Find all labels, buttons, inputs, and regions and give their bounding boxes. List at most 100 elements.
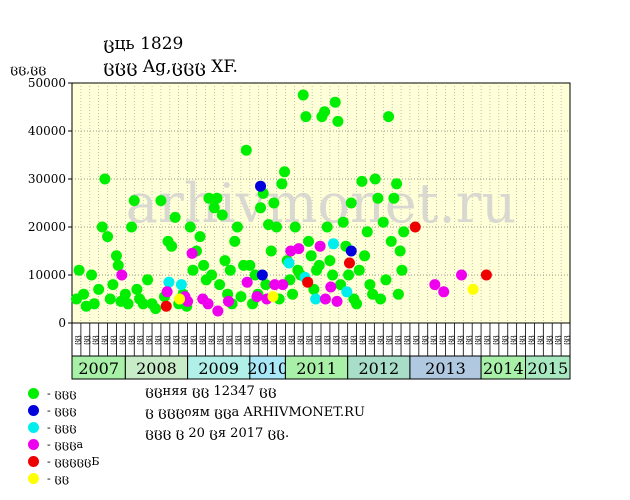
- year-label: 2010: [247, 359, 288, 378]
- year-band-2015: [525, 355, 571, 380]
- month-label: ცც: [366, 335, 375, 345]
- data-point-cyan: [175, 279, 187, 291]
- data-point-green: [219, 255, 231, 267]
- data-point-green: [359, 250, 371, 262]
- data-point-green: [240, 144, 252, 156]
- data-point-red: [160, 300, 172, 312]
- data-point-green: [377, 216, 389, 228]
- year-label: 2011: [296, 359, 337, 378]
- data-point-cyan: [163, 276, 175, 288]
- data-point-green: [131, 283, 143, 295]
- legend-label: - ცცც: [47, 421, 77, 434]
- data-point-magenta: [241, 276, 253, 288]
- data-point-yellow: [174, 293, 186, 305]
- data-point-green: [353, 264, 365, 276]
- data-point-green: [351, 298, 363, 310]
- data-point-red: [302, 276, 314, 288]
- data-point-green: [332, 115, 344, 127]
- data-point-green: [343, 269, 355, 281]
- data-point-green: [289, 221, 301, 233]
- data-point-green: [361, 226, 373, 238]
- data-point-green: [364, 279, 376, 291]
- data-point-red: [343, 257, 355, 269]
- data-point-green: [265, 245, 277, 257]
- data-point-green: [194, 231, 206, 243]
- month-label: ცც: [206, 335, 215, 345]
- month-label: ცც: [428, 335, 437, 345]
- data-point-green: [119, 288, 131, 300]
- month-label: ცც: [526, 335, 535, 345]
- month-label: ცც: [393, 335, 402, 345]
- year-label: 2014: [483, 359, 524, 378]
- legend-item-green: - ცცც: [28, 385, 99, 402]
- month-label: ცც: [99, 335, 108, 345]
- data-point-magenta: [319, 293, 331, 305]
- data-point-green: [206, 269, 218, 281]
- month-label: ცც: [562, 335, 571, 345]
- data-point-green: [104, 293, 116, 305]
- data-point-green: [345, 197, 357, 209]
- legend-label: - ცცცa: [47, 438, 84, 451]
- legend-item-cyan: - ცცც: [28, 419, 99, 436]
- data-point-green: [112, 259, 124, 271]
- legend-marker-cyan: [28, 422, 39, 433]
- y-axis-unit-label: ცც,ცც: [10, 62, 47, 76]
- year-label: 2015: [527, 359, 568, 378]
- month-label: ცც: [482, 335, 491, 345]
- data-point-green: [396, 264, 408, 276]
- data-point-green: [297, 89, 309, 101]
- month-label: ცც: [321, 335, 330, 345]
- year-label: 2013: [425, 359, 466, 378]
- data-point-cyan: [283, 257, 295, 269]
- data-point-magenta: [251, 291, 263, 303]
- data-point-green: [187, 264, 199, 276]
- data-point-green: [211, 192, 223, 204]
- data-point-green: [88, 298, 100, 310]
- month-label: ცც: [375, 335, 384, 345]
- data-point-red: [409, 221, 421, 233]
- year-label: 2007: [78, 359, 119, 378]
- data-point-green: [150, 303, 162, 315]
- note-date: ცცც ც 20 ცя 2017 ცც.: [145, 426, 290, 441]
- legend-label: - ცცცცცБ: [47, 455, 100, 468]
- legend-item-magenta: - ცცცa: [28, 436, 99, 453]
- month-label: ცც: [250, 335, 259, 345]
- legend-label: - ცცც: [47, 404, 77, 417]
- data-point-green: [398, 226, 410, 238]
- data-point-green: [279, 166, 291, 178]
- data-point-green: [380, 274, 392, 286]
- month-label: ცც: [401, 335, 410, 345]
- month-label: ცც: [259, 335, 268, 345]
- month-label: ცც: [295, 335, 304, 345]
- data-point-green: [126, 221, 138, 233]
- data-point-green: [93, 283, 105, 295]
- data-point-green: [102, 231, 114, 243]
- data-point-magenta: [161, 286, 173, 298]
- month-label: ცც: [286, 335, 295, 345]
- y-tick-label: 30000: [28, 172, 66, 186]
- month-label: ცც: [277, 335, 286, 345]
- month-label: ცც: [419, 335, 428, 345]
- data-point-magenta: [116, 269, 128, 281]
- month-label: ცც: [553, 335, 562, 345]
- data-point-green: [198, 259, 210, 271]
- data-point-blue: [255, 180, 267, 192]
- month-label: ცც: [330, 335, 339, 345]
- data-point-green: [329, 96, 341, 108]
- month-label: ცც: [410, 335, 419, 345]
- legend-item-red: - ცცცცცБ: [28, 453, 99, 470]
- data-point-green: [271, 221, 283, 233]
- year-label: 2008: [136, 359, 177, 378]
- month-label: ცც: [384, 335, 393, 345]
- month-label: ცც: [508, 335, 517, 345]
- data-point-magenta: [331, 295, 343, 307]
- data-point-green: [388, 192, 400, 204]
- data-point-green: [268, 197, 280, 209]
- month-label: ცც: [215, 335, 224, 345]
- data-point-green: [369, 173, 381, 185]
- data-point-green: [367, 288, 379, 300]
- data-point-green: [260, 279, 272, 291]
- legend-marker-magenta: [28, 439, 39, 450]
- data-point-green: [305, 250, 317, 262]
